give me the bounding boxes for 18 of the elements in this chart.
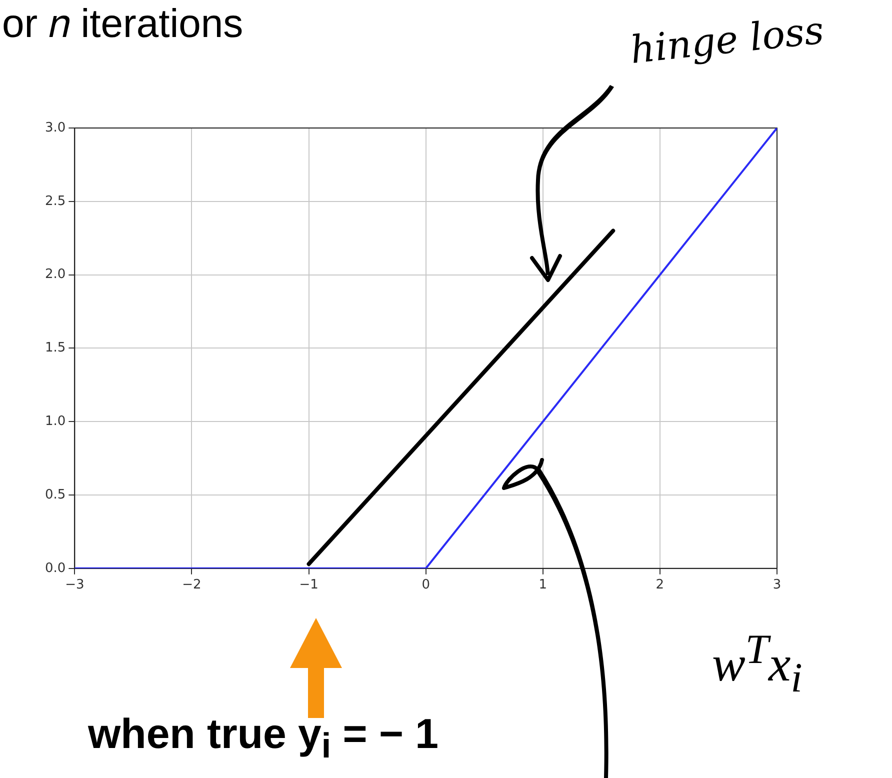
y-tick-label: 3.0 <box>44 120 66 136</box>
x-tick-label: 0 <box>422 578 430 593</box>
y-tick-label: 2.0 <box>44 267 66 282</box>
text: hinge loss <box>628 8 826 72</box>
text: when true y$_{i}$ = − 1 <box>88 710 439 766</box>
x-tick-label: 1 <box>538 578 548 593</box>
y-tick-label: 1.5 <box>44 340 66 356</box>
x-tick-label: 2 <box>656 578 664 593</box>
y-tick-label: 2.5 <box>44 194 66 209</box>
x-tick-label: −2 <box>182 578 202 593</box>
x-axis-title: w$^{T}$x$_{i}$ <box>712 626 802 703</box>
x-tick-label: −1 <box>299 578 318 593</box>
y-tick-label: 1.0 <box>44 414 66 429</box>
y-tick-label: 0.0 <box>44 560 66 576</box>
y-tick-label: 0.5 <box>44 487 66 502</box>
chart-title: or 𝑛 iterations <box>2 2 244 47</box>
x-tick-label: 3 <box>772 578 782 593</box>
x-tick-label: −3 <box>65 578 84 593</box>
